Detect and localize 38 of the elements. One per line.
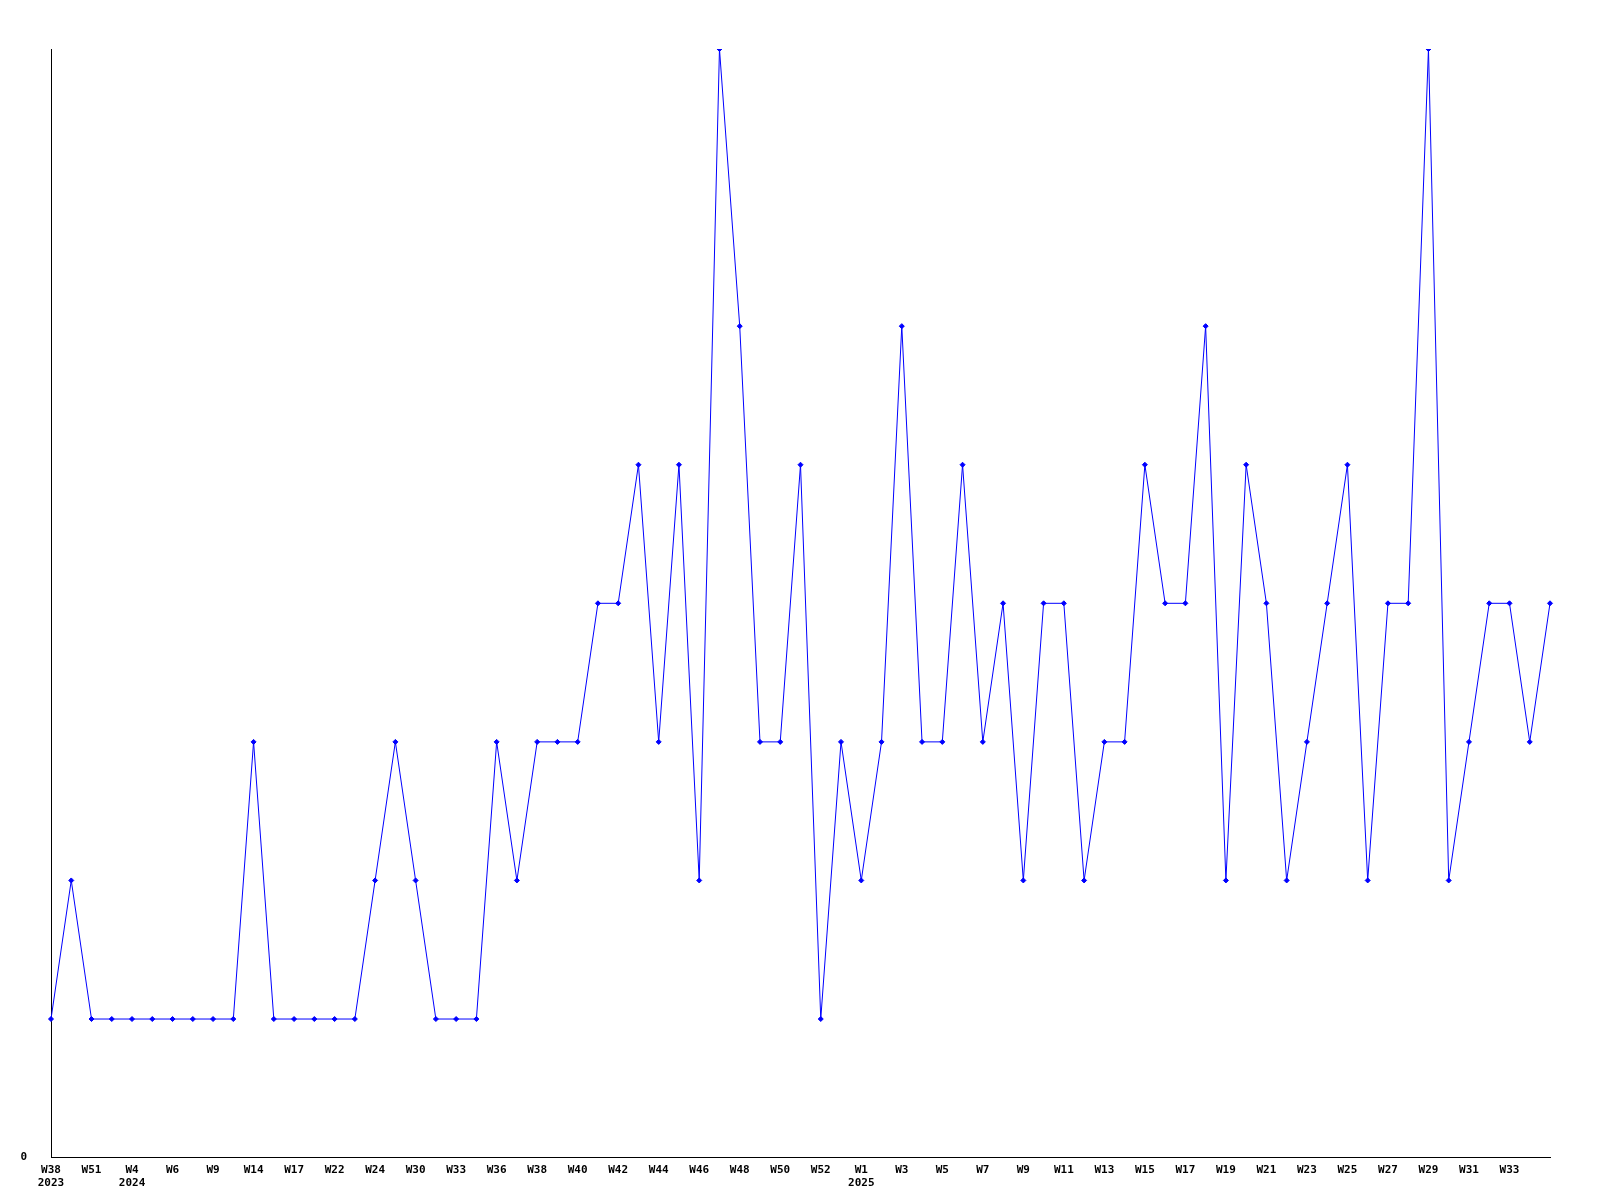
x-tick-label: W30 xyxy=(405,1163,426,1177)
x-tick-label: W24 xyxy=(365,1163,386,1177)
text: 0 xyxy=(20,1150,27,1164)
x-tick-label: W33 xyxy=(446,1163,467,1177)
x-tick-label: W29 xyxy=(1418,1163,1439,1177)
x-tick-label: W44 xyxy=(648,1163,670,1177)
x-tick-label: W14 xyxy=(243,1163,264,1177)
x-tick-label: W31 xyxy=(1459,1163,1480,1177)
x-tick-label: W22 xyxy=(324,1163,345,1177)
x-tick-label: W3 xyxy=(895,1163,909,1177)
x-tick-label: W17 xyxy=(1175,1163,1196,1177)
x-tick-label: W6 xyxy=(165,1163,180,1177)
x-tick-label: W38 2023 xyxy=(37,1163,65,1190)
x-tick-label: W40 xyxy=(567,1163,588,1177)
x-tick-label: W38 xyxy=(527,1163,548,1177)
x-tick-label: W46 xyxy=(689,1163,710,1177)
x-tick-label: W1 2025 xyxy=(848,1163,875,1190)
x-tick-label: W9 xyxy=(1016,1163,1030,1177)
x-tick-label: W23 xyxy=(1296,1163,1317,1177)
x-tick-label: W48 xyxy=(729,1163,750,1177)
x-tick-label: W19 xyxy=(1215,1163,1236,1177)
x-tick-label: W36 xyxy=(486,1163,507,1177)
x-tick-label: W51 xyxy=(81,1163,102,1177)
x-tick-label: W9 xyxy=(206,1163,220,1177)
x-tick-label: W17 xyxy=(284,1163,305,1177)
x-tick-label: W33 xyxy=(1499,1163,1520,1177)
x-tick-label: W13 xyxy=(1094,1163,1115,1177)
x-tick-label: W15 xyxy=(1134,1163,1155,1177)
x-tick-label: W5 xyxy=(935,1163,949,1177)
x-tick-label: W27 xyxy=(1378,1163,1398,1177)
x-tick-label: W52 xyxy=(810,1163,831,1177)
x-tick-label: W42 xyxy=(608,1163,629,1177)
x-tick-label: W11 xyxy=(1053,1163,1075,1177)
x-tick-label: W21 xyxy=(1256,1163,1277,1177)
x-tick-label: W50 xyxy=(770,1163,791,1177)
x-tick-label: W7 xyxy=(976,1163,990,1177)
x-tick-label: W4 2024 xyxy=(118,1163,146,1190)
x-tick-label: W25 xyxy=(1337,1163,1358,1177)
